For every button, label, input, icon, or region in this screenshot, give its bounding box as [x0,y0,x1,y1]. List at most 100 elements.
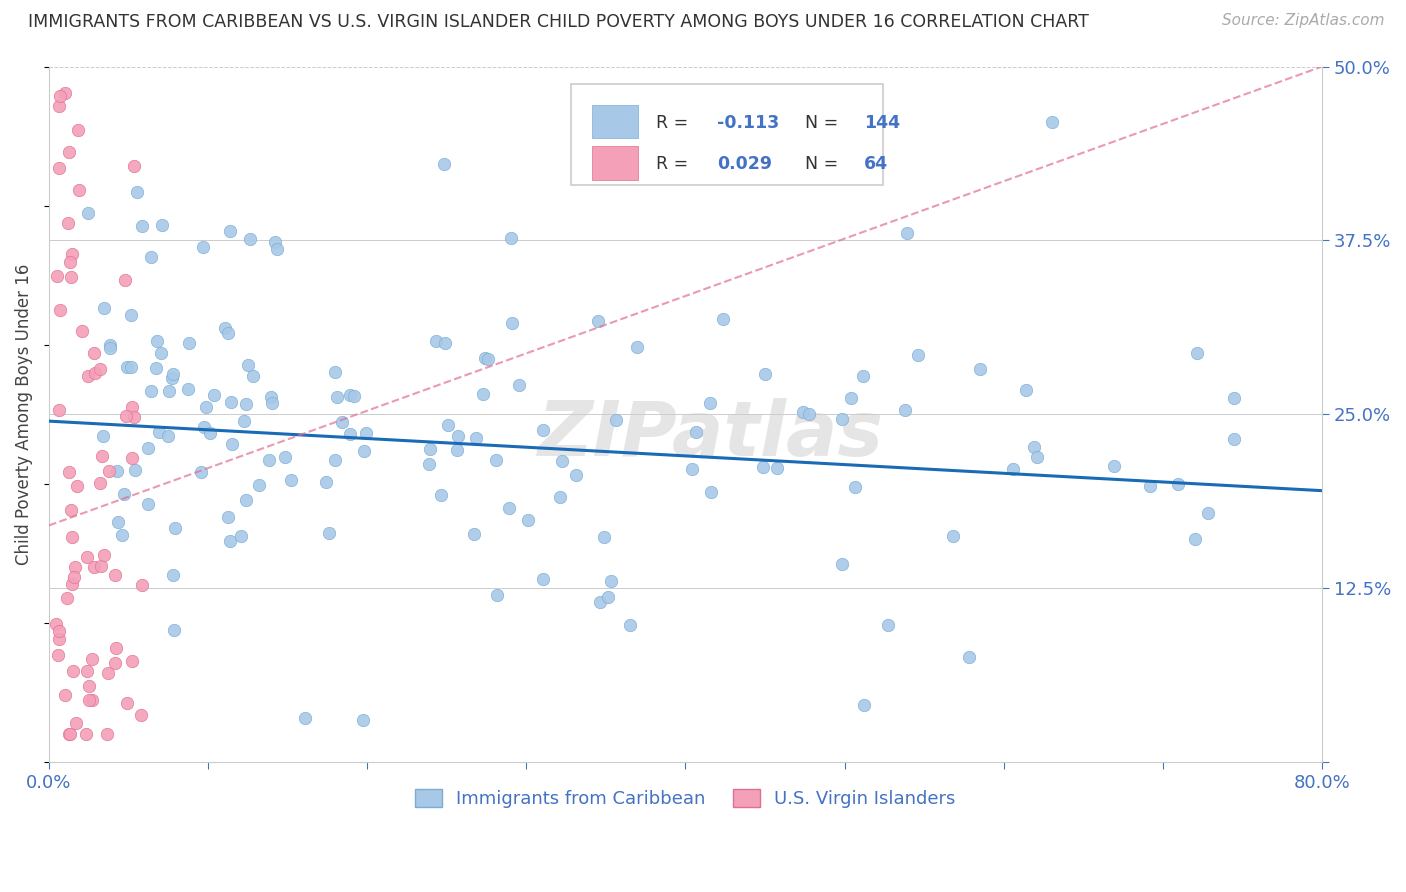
Point [548,490,571,504]
Point [430,488,453,502]
Point [48,624,70,638]
Point [76,549,98,564]
Point [239,232,262,246]
Point [120,309,142,323]
Point [339,426,361,441]
Point [177,336,200,351]
Point [76,727,98,741]
Point [48,99,70,113]
Point [104,568,127,582]
Point [485,453,508,467]
Point [65,716,87,731]
Point [80,652,103,666]
Text: N =: N = [793,155,844,173]
Bar [592,146,638,179]
Point [62,530,84,544]
Point [326,390,349,404]
Point [446,442,468,457]
Point [121,400,143,414]
Point [56,591,79,605]
Point [517,512,540,526]
Point [138,497,160,511]
Point [60,247,83,261]
Point [146,334,169,348]
Point [274,450,297,465]
Point [751,459,773,474]
Point [91,428,114,442]
Point [194,401,217,415]
Point [593,529,616,543]
Point [605,413,627,427]
Point [498,500,520,515]
Point [235,397,257,411]
Point [799,407,821,421]
Text: ZIPatlas: ZIPatlas [538,398,884,472]
Point [122,409,145,424]
Point [148,425,170,439]
Point [56,216,79,230]
Point [46,648,69,662]
Point [120,360,142,375]
Point [162,371,184,385]
Point [330,415,353,429]
Point [48,161,70,175]
Point [58,465,80,479]
Point [193,419,215,434]
Point [49,89,72,103]
Point [139,384,162,398]
Point [1024,440,1046,454]
Point [70,324,93,338]
Point [352,713,374,727]
Point [1025,450,1047,465]
Point [433,336,456,351]
Point [969,362,991,376]
Point [315,475,337,489]
Legend: Immigrants from Caribbean, U.S. Virgin Islanders: Immigrants from Caribbean, U.S. Virgin I… [408,781,963,815]
Point [474,351,496,366]
Point [1223,391,1246,405]
Point [159,384,181,398]
Point [586,314,609,328]
Point [353,444,375,458]
Point [1184,533,1206,547]
Text: N =: N = [793,114,844,132]
Point [839,391,862,405]
Point [219,533,242,548]
Point [156,429,179,443]
Point [105,464,128,478]
Point [97,464,120,478]
Text: -0.113: -0.113 [717,114,779,132]
Point [446,428,468,442]
Point [907,348,929,362]
Point [232,414,254,428]
Point [266,243,288,257]
Point [48,632,70,646]
Point [356,425,378,440]
Point [681,462,703,476]
Point [58,727,80,741]
Point [77,369,100,384]
Text: 0.029: 0.029 [717,155,772,173]
Point [598,590,620,604]
Point [96,727,118,741]
Point [60,577,83,591]
Point [792,405,814,419]
Point [177,382,200,396]
Point [1040,115,1063,129]
Point [59,269,82,284]
Point [711,312,734,326]
Text: 64: 64 [863,155,887,173]
Point [893,402,915,417]
Point [242,369,264,384]
Point [853,698,876,712]
Point [76,665,98,679]
Point [1102,459,1125,474]
Point [1002,462,1025,476]
Point [59,255,82,269]
Point [896,226,918,240]
Point [124,160,146,174]
Point [1185,346,1208,360]
Point [531,572,554,586]
Point [463,527,485,541]
Point [957,649,980,664]
